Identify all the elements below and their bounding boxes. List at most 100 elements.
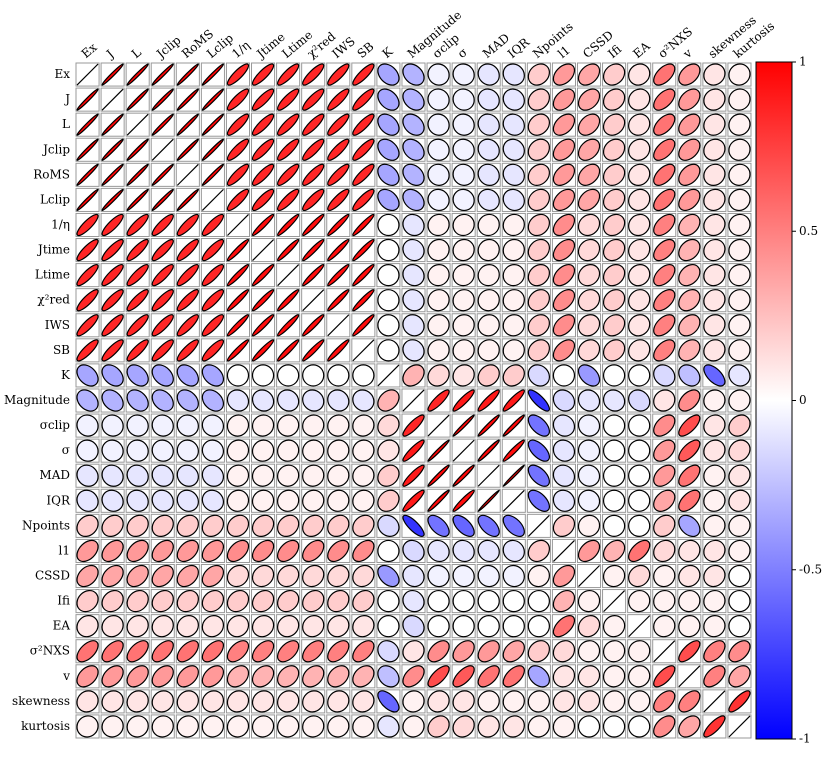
- correlation-ellipse: [226, 414, 250, 437]
- correlation-ellipse: [577, 640, 601, 663]
- correlation-ellipse: [678, 615, 701, 638]
- correlation-ellipse: [728, 88, 751, 111]
- correlation-line: [527, 514, 550, 537]
- correlation-ellipse: [327, 138, 350, 161]
- correlation-ellipse: [602, 163, 626, 186]
- correlation-ellipse: [477, 163, 500, 186]
- correlation-ellipse: [427, 138, 450, 161]
- correlation-ellipse: [327, 163, 350, 186]
- correlation-ellipse: [427, 163, 450, 186]
- correlation-ellipse: [327, 564, 350, 588]
- correlation-ellipse: [101, 138, 124, 161]
- correlation-ellipse: [452, 138, 475, 161]
- correlation-ellipse: [402, 464, 425, 487]
- correlation-ellipse: [577, 514, 601, 538]
- correlation-ellipse: [502, 263, 525, 287]
- correlation-ellipse: [302, 489, 325, 512]
- correlation-ellipse: [628, 339, 651, 362]
- correlation-ellipse: [76, 188, 99, 212]
- correlation-ellipse: [226, 389, 250, 412]
- correlation-ellipse: [427, 514, 450, 538]
- correlation-ellipse: [126, 163, 149, 186]
- correlation-ellipse: [628, 263, 651, 287]
- row-label: Jtime: [36, 243, 70, 257]
- correlation-ellipse: [402, 364, 425, 387]
- correlation-ellipse: [653, 113, 676, 136]
- correlation-line: [628, 615, 651, 638]
- correlation-ellipse: [577, 489, 601, 512]
- row-label: 1/η: [51, 217, 70, 231]
- correlation-ellipse: [552, 514, 576, 538]
- correlation-line: [402, 389, 425, 412]
- row-label: IWS: [45, 318, 70, 332]
- row-label: K: [61, 368, 71, 382]
- correlation-ellipse: [728, 439, 751, 462]
- correlation-ellipse: [201, 213, 225, 237]
- correlation-ellipse: [151, 88, 174, 111]
- correlation-ellipse: [703, 238, 726, 262]
- correlation-ellipse: [502, 690, 525, 713]
- correlation-ellipse: [226, 263, 250, 287]
- correlation-ellipse: [151, 564, 174, 588]
- correlation-line: [352, 339, 375, 362]
- correlation-ellipse: [101, 314, 124, 337]
- correlation-ellipse: [577, 439, 601, 462]
- correlation-ellipse: [402, 514, 425, 538]
- correlation-ellipse: [302, 514, 325, 538]
- correlation-line: [452, 439, 475, 462]
- correlation-ellipse: [176, 589, 199, 613]
- correlation-ellipse: [552, 163, 576, 186]
- correlation-line: [377, 364, 400, 387]
- correlation-ellipse: [226, 439, 250, 462]
- correlation-ellipse: [728, 163, 751, 186]
- correlation-ellipse: [352, 188, 375, 212]
- correlation-ellipse: [628, 514, 651, 538]
- correlation-ellipse: [502, 213, 525, 237]
- correlation-ellipse: [427, 489, 450, 512]
- correlation-ellipse: [276, 113, 300, 136]
- correlation-ellipse: [126, 263, 149, 287]
- correlation-ellipse: [728, 489, 751, 512]
- correlation-ellipse: [126, 389, 149, 412]
- correlation-ellipse: [452, 188, 475, 212]
- correlation-ellipse: [628, 289, 651, 312]
- correlation-ellipse: [402, 163, 425, 186]
- correlation-ellipse: [377, 88, 400, 111]
- correlation-ellipse: [577, 88, 601, 111]
- correlation-ellipse: [226, 640, 250, 663]
- correlation-ellipse: [76, 439, 99, 462]
- correlation-ellipse: [76, 589, 99, 613]
- correlation-ellipse: [452, 489, 475, 512]
- correlation-ellipse: [101, 414, 124, 437]
- correlation-ellipse: [678, 439, 701, 462]
- correlation-ellipse: [653, 389, 676, 412]
- correlation-ellipse: [552, 63, 576, 86]
- correlation-ellipse: [101, 615, 124, 638]
- correlation-ellipse: [577, 464, 601, 487]
- correlation-ellipse: [577, 188, 601, 212]
- correlation-ellipse: [276, 213, 300, 237]
- correlation-ellipse: [276, 514, 300, 538]
- correlation-ellipse: [427, 63, 450, 86]
- correlation-ellipse: [377, 489, 400, 512]
- correlation-ellipse: [176, 314, 199, 337]
- correlation-ellipse: [101, 514, 124, 538]
- correlation-ellipse: [126, 138, 149, 161]
- correlation-ellipse: [276, 589, 300, 613]
- correlation-ellipse: [302, 163, 325, 186]
- correlation-ellipse: [552, 665, 576, 688]
- correlation-ellipse: [352, 414, 375, 437]
- correlation-ellipse: [402, 564, 425, 588]
- correlation-ellipse: [577, 414, 601, 437]
- correlation-ellipse: [628, 213, 651, 237]
- correlation-ellipse: [552, 138, 576, 161]
- correlation-ellipse: [527, 188, 551, 212]
- correlation-ellipse: [176, 539, 199, 563]
- correlation-ellipse: [728, 564, 751, 588]
- correlation-ellipse: [552, 640, 576, 663]
- correlation-ellipse: [527, 464, 551, 487]
- correlation-ellipse: [402, 489, 425, 512]
- correlation-ellipse: [577, 615, 601, 638]
- correlation-ellipse: [703, 339, 726, 362]
- correlation-ellipse: [352, 364, 375, 387]
